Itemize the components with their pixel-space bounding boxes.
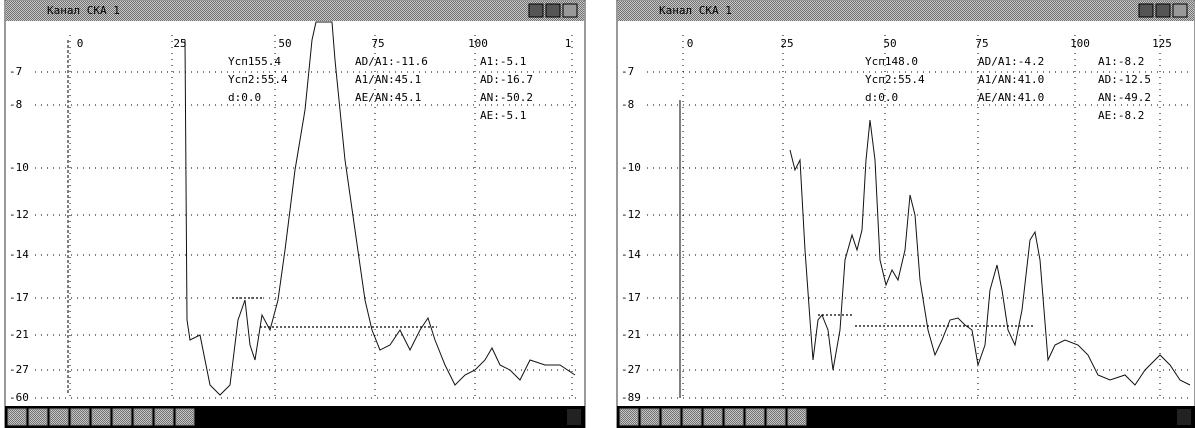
readout: Yсп2:55.4	[228, 73, 288, 86]
readout: Yсп2:55.4	[865, 73, 925, 86]
x-label: 0	[77, 37, 84, 50]
tool-button[interactable]	[640, 408, 660, 426]
readout: AN:-50.2	[480, 91, 533, 104]
y-label: -17	[621, 291, 641, 304]
x-label: 125	[1152, 37, 1172, 50]
readout: AE/AN:41.0	[978, 91, 1044, 104]
y-label: -21	[621, 328, 641, 341]
readout: AD/A1:-4.2	[978, 55, 1044, 68]
tool-button[interactable]	[175, 408, 195, 426]
y-label: -10	[621, 161, 641, 174]
scroll-arrow[interactable]	[567, 409, 581, 425]
tool-button[interactable]	[133, 408, 153, 426]
y-label: -17	[9, 291, 29, 304]
y-label: -27	[621, 363, 641, 376]
tool-button[interactable]	[7, 408, 27, 426]
y-label: -7	[9, 65, 22, 78]
x-label: 25	[780, 37, 793, 50]
x-label: 75	[975, 37, 988, 50]
window-title: Канал СКА 1	[47, 4, 120, 17]
tool-button[interactable]	[154, 408, 174, 426]
tool-button[interactable]	[787, 408, 807, 426]
y-label: -8	[621, 98, 634, 111]
x-label: 75	[371, 37, 384, 50]
x-label: 1	[565, 37, 572, 50]
readout: AD/A1:-11.6	[355, 55, 428, 68]
x-label: 100	[468, 37, 488, 50]
trace	[789, 119, 1191, 386]
window-button[interactable]	[528, 3, 544, 18]
tool-button[interactable]	[682, 408, 702, 426]
tool-button[interactable]	[745, 408, 765, 426]
window-frame	[4, 0, 586, 428]
readout: A1:-5.1	[480, 55, 526, 68]
tool-button[interactable]	[619, 408, 639, 426]
title-bar	[618, 1, 1194, 21]
window-button[interactable]	[1172, 3, 1188, 18]
readout: AD:-16.7	[480, 73, 533, 86]
trace	[184, 21, 576, 396]
tool-button[interactable]	[91, 408, 111, 426]
x-label: 100	[1070, 37, 1090, 50]
y-label: -21	[9, 328, 29, 341]
readout: AE:-8.2	[1098, 109, 1144, 122]
readout: Yсп148.0	[865, 55, 918, 68]
x-label: 50	[278, 37, 291, 50]
readout: AE/AN:45.1	[355, 91, 421, 104]
readout: AD:-12.5	[1098, 73, 1151, 86]
window-button[interactable]	[545, 3, 561, 18]
y-label: -14	[621, 248, 641, 261]
y-label: -7	[621, 65, 634, 78]
readout: A1/AN:41.0	[978, 73, 1044, 86]
tool-button[interactable]	[70, 408, 90, 426]
tool-button[interactable]	[49, 408, 69, 426]
y-label: -89	[621, 391, 641, 404]
tool-button[interactable]	[703, 408, 723, 426]
readout: A1/AN:45.1	[355, 73, 421, 86]
readout: AE:-5.1	[480, 109, 526, 122]
y-label: -10	[9, 161, 29, 174]
window-button[interactable]	[1138, 3, 1154, 18]
readout: Yсп155.4	[228, 55, 281, 68]
window-frame	[616, 0, 1195, 428]
tool-button[interactable]	[766, 408, 786, 426]
readout: A1:-8.2	[1098, 55, 1144, 68]
x-label: 0	[687, 37, 694, 50]
title-bar	[6, 1, 584, 21]
y-label: -12	[621, 208, 641, 221]
tool-button[interactable]	[724, 408, 744, 426]
window-title: Канал СКА 1	[659, 4, 732, 17]
y-label: -8	[9, 98, 22, 111]
y-label: -60	[9, 391, 29, 404]
readout: d:0.0	[865, 91, 898, 104]
x-label: 50	[883, 37, 896, 50]
y-label: -27	[9, 363, 29, 376]
x-label: 25	[173, 37, 186, 50]
readout: d:0.0	[228, 91, 261, 104]
y-label: -12	[9, 208, 29, 221]
scroll-arrow[interactable]	[1177, 409, 1191, 425]
tool-button[interactable]	[28, 408, 48, 426]
window-button[interactable]	[562, 3, 578, 18]
tool-button[interactable]	[661, 408, 681, 426]
readout: AN:-49.2	[1098, 91, 1151, 104]
tool-button[interactable]	[112, 408, 132, 426]
window-button[interactable]	[1155, 3, 1171, 18]
y-label: -14	[9, 248, 29, 261]
